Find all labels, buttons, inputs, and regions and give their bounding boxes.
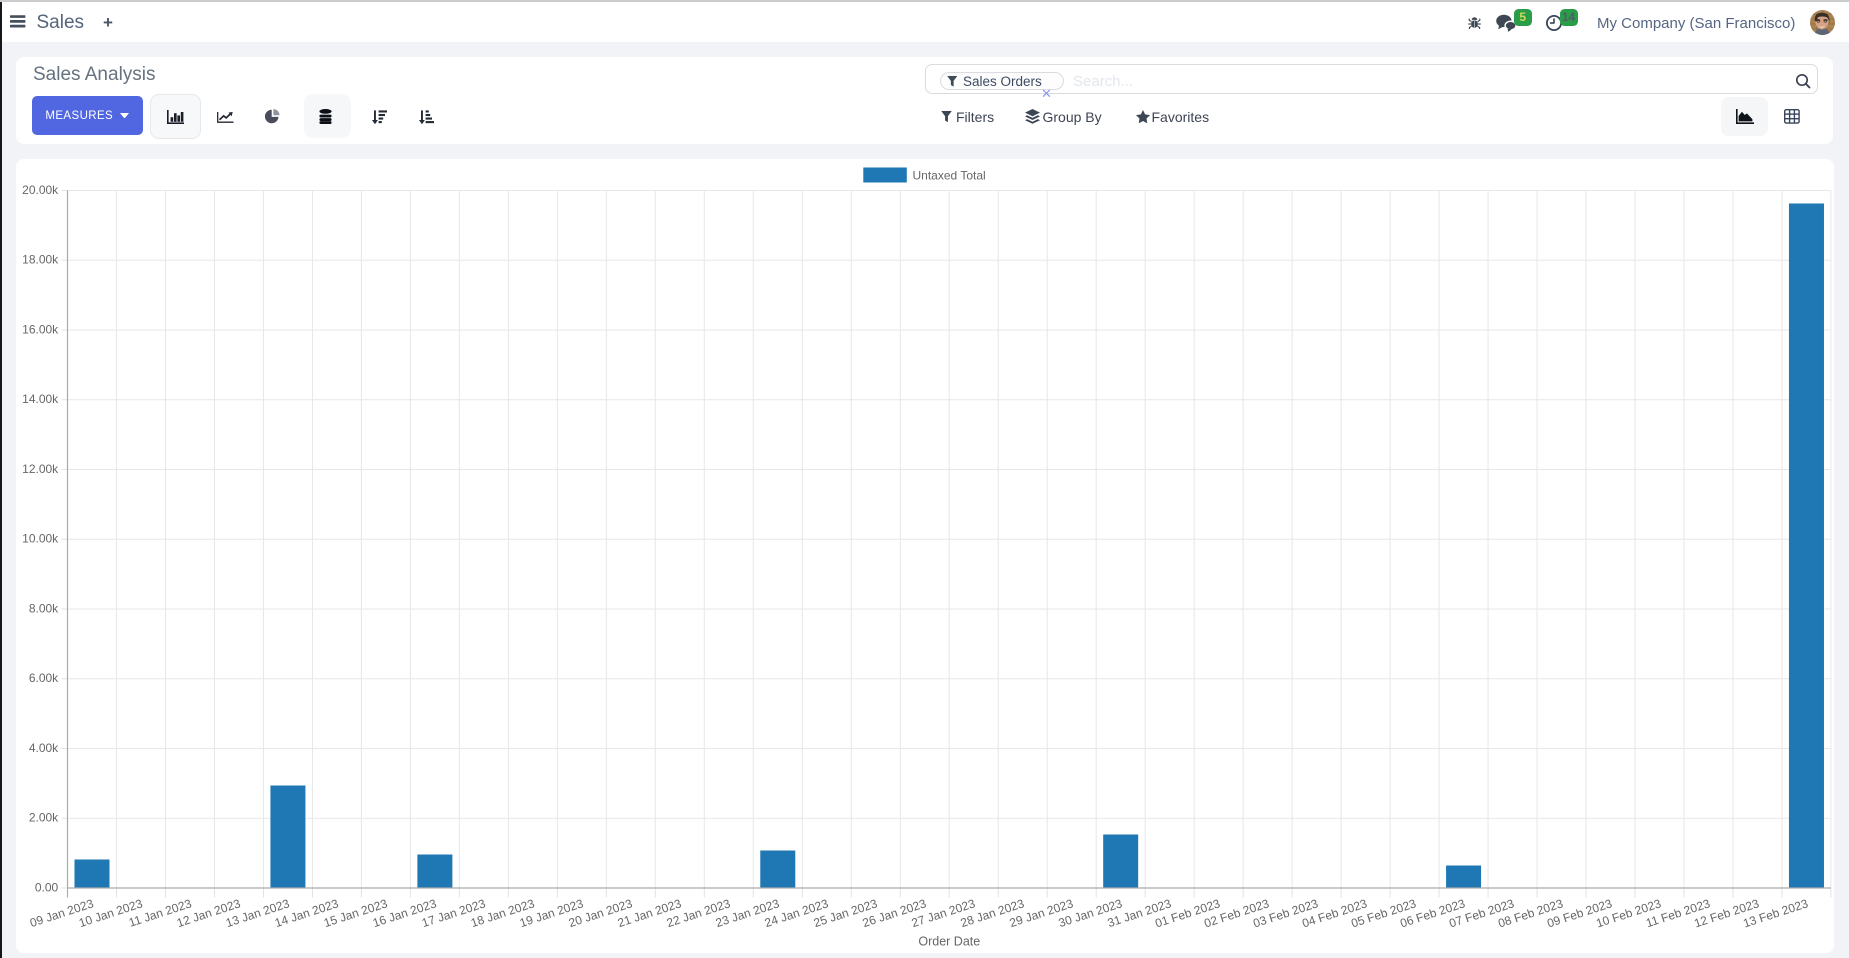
svg-text:12.00k: 12.00k: [22, 462, 59, 476]
svg-text:4.00k: 4.00k: [29, 741, 59, 755]
svg-text:Untaxed Total: Untaxed Total: [913, 169, 986, 183]
svg-text:Order Date: Order Date: [918, 935, 980, 949]
svg-text:14.00k: 14.00k: [22, 392, 59, 406]
svg-text:16.00k: 16.00k: [22, 322, 59, 336]
svg-text:0.00: 0.00: [35, 880, 59, 894]
svg-text:8.00k: 8.00k: [29, 601, 59, 615]
svg-text:18.00k: 18.00k: [22, 253, 59, 267]
svg-text:6.00k: 6.00k: [29, 671, 59, 685]
svg-text:20.00k: 20.00k: [22, 183, 59, 197]
svg-text:2.00k: 2.00k: [29, 811, 59, 825]
svg-text:10.00k: 10.00k: [22, 532, 59, 546]
